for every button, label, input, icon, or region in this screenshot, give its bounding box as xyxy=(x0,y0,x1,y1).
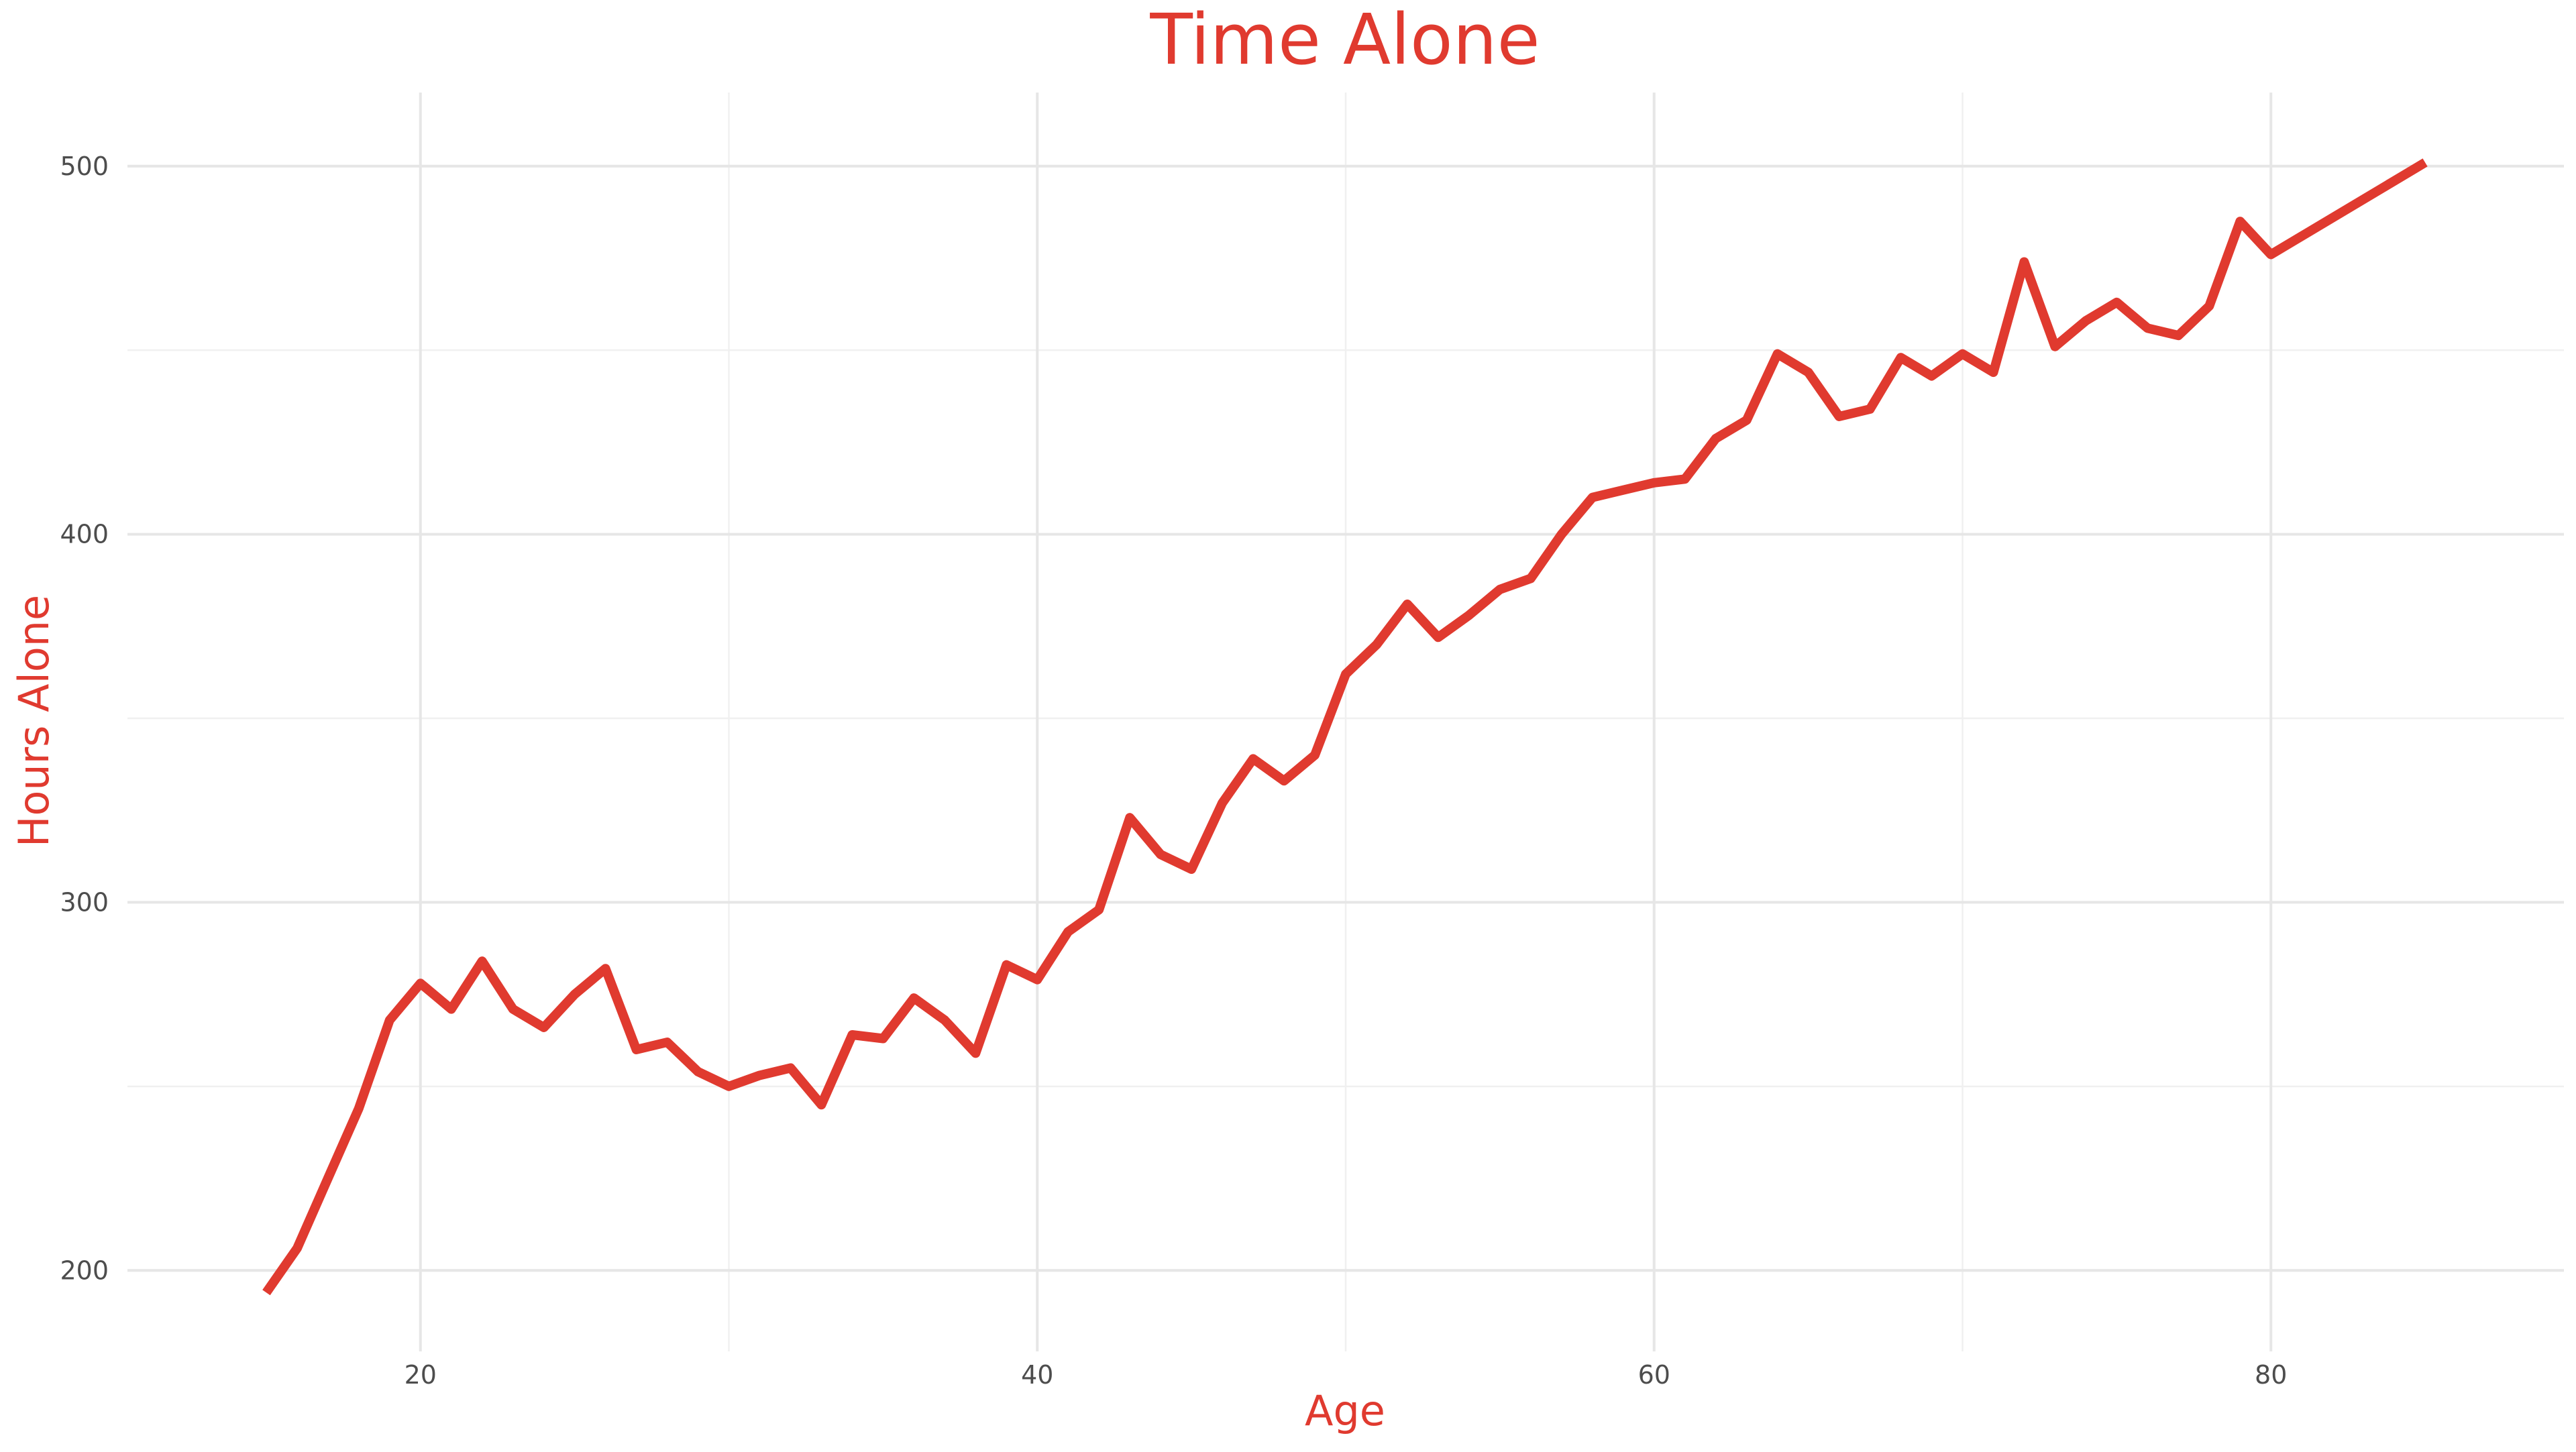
y-tick-label: 200 xyxy=(60,1255,109,1285)
y-tick-label: 500 xyxy=(60,152,109,181)
chart-title: Time Alone xyxy=(1149,0,1540,80)
y-tick-label: 400 xyxy=(60,520,109,549)
tick-labels: 200 300 400 500 20 40 60 80 xyxy=(60,152,2287,1390)
x-tick-label: 60 xyxy=(1638,1360,1670,1390)
x-tick-label: 80 xyxy=(2255,1360,2287,1390)
gridlines xyxy=(127,93,2564,1351)
x-axis-title: Age xyxy=(1305,1386,1385,1435)
y-tick-label: 300 xyxy=(60,887,109,917)
x-tick-label: 40 xyxy=(1021,1360,1053,1390)
x-tick-label: 20 xyxy=(405,1360,437,1390)
y-axis-title: Hours Alone xyxy=(9,595,58,847)
series-layer xyxy=(262,158,2428,1296)
series-line xyxy=(262,158,2428,1296)
